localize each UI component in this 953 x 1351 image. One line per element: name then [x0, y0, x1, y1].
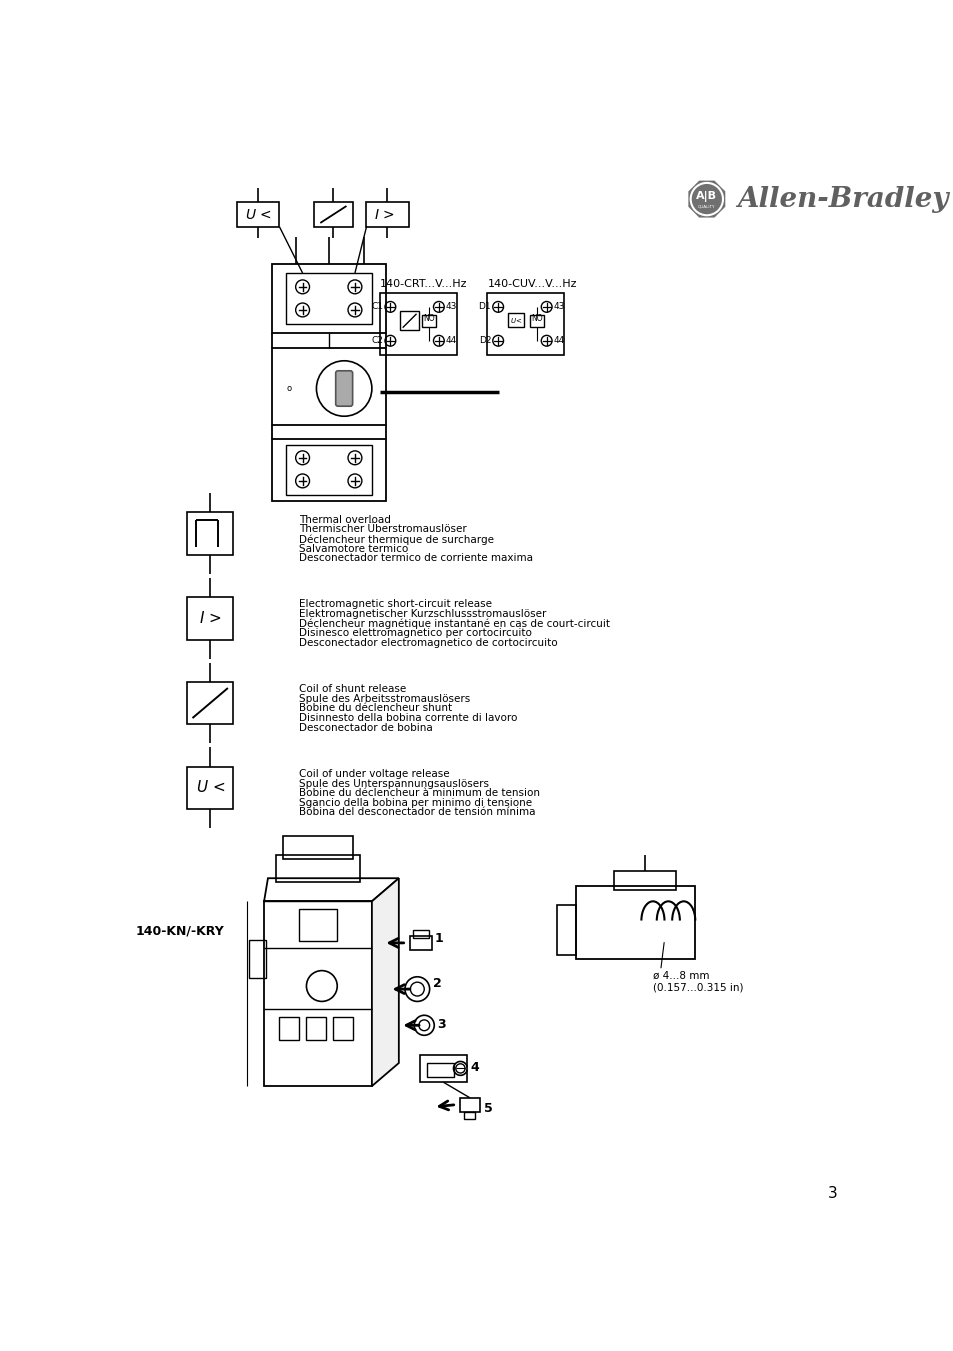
- Text: Coil of shunt release: Coil of shunt release: [298, 684, 406, 694]
- Bar: [272, 349, 385, 426]
- Text: 43: 43: [553, 303, 564, 311]
- Bar: [283, 836, 353, 859]
- Bar: [187, 512, 233, 555]
- Bar: [410, 936, 432, 950]
- Bar: [187, 766, 233, 809]
- Bar: [421, 315, 436, 327]
- Text: A|B: A|B: [696, 192, 717, 203]
- Text: Sgancio della bobina per minimo di tensione: Sgancio della bobina per minimo di tensi…: [298, 797, 532, 808]
- Bar: [333, 1017, 353, 1040]
- Text: D1: D1: [478, 303, 491, 311]
- Text: Disinnesto della bobina corrente di lavoro: Disinnesto della bobina corrente di lavo…: [298, 713, 517, 723]
- Bar: [508, 313, 523, 327]
- Bar: [298, 909, 336, 942]
- Bar: [187, 597, 233, 639]
- Text: Coil of under voltage release: Coil of under voltage release: [298, 769, 449, 780]
- Bar: [275, 855, 360, 882]
- Text: C1: C1: [371, 303, 383, 311]
- Text: Desconectador de bobina: Desconectador de bobina: [298, 723, 432, 732]
- Bar: [420, 1055, 466, 1082]
- Text: Elektromagnetischer Kurzschlussstromauslöser: Elektromagnetischer Kurzschlussstromausl…: [298, 609, 545, 619]
- Bar: [272, 263, 385, 334]
- Bar: [413, 929, 429, 938]
- Text: D2: D2: [478, 336, 491, 346]
- Text: Spule des Arbeitsstromauslösers: Spule des Arbeitsstromauslösers: [298, 694, 470, 704]
- Text: o: o: [286, 384, 291, 393]
- Bar: [279, 1017, 298, 1040]
- Bar: [285, 273, 372, 324]
- Text: ø 4...8 mm
(0.157...0.315 in): ø 4...8 mm (0.157...0.315 in): [652, 970, 742, 992]
- Text: 140-KN/-KRY: 140-KN/-KRY: [135, 924, 224, 938]
- Text: Bobine du déclencheur shunt: Bobine du déclencheur shunt: [298, 704, 452, 713]
- Bar: [379, 293, 456, 354]
- Text: Thermal overload: Thermal overload: [298, 515, 390, 524]
- Text: 1: 1: [435, 932, 443, 946]
- Text: Disinesco elettromagnetico per cortocircuito: Disinesco elettromagnetico per cortocirc…: [298, 628, 531, 639]
- Text: Salvamotore termico: Salvamotore termico: [298, 543, 408, 554]
- Polygon shape: [372, 878, 398, 1086]
- Text: Thermischer Überstromauslöser: Thermischer Überstromauslöser: [298, 524, 466, 535]
- Bar: [249, 940, 265, 978]
- Bar: [264, 901, 372, 1086]
- Bar: [614, 870, 676, 890]
- Text: 4: 4: [470, 1062, 478, 1074]
- Polygon shape: [688, 181, 724, 218]
- Bar: [306, 1017, 325, 1040]
- Text: $U$<: $U$<: [509, 316, 521, 326]
- Bar: [487, 293, 564, 354]
- Text: QUALITY: QUALITY: [698, 204, 715, 208]
- Bar: [460, 1097, 479, 1112]
- Text: 140-CRT...V...Hz: 140-CRT...V...Hz: [379, 280, 467, 289]
- Text: 3: 3: [436, 1017, 445, 1031]
- Bar: [366, 203, 409, 227]
- Text: $U$ <: $U$ <: [245, 208, 272, 223]
- Text: 5: 5: [483, 1101, 492, 1115]
- Bar: [400, 312, 418, 330]
- Bar: [285, 446, 372, 494]
- Text: Desconectador termico de corriente maxima: Desconectador termico de corriente maxim…: [298, 554, 532, 563]
- Bar: [314, 203, 353, 227]
- Bar: [426, 1063, 453, 1077]
- Bar: [576, 886, 695, 959]
- Bar: [237, 203, 279, 227]
- Text: Bobine du déclencheur à minimum de tension: Bobine du déclencheur à minimum de tensi…: [298, 788, 539, 798]
- Text: 2: 2: [433, 977, 441, 990]
- Text: NO: NO: [423, 313, 435, 323]
- Text: NO: NO: [531, 313, 542, 323]
- Text: 140-CUV...V...Hz: 140-CUV...V...Hz: [487, 280, 577, 289]
- FancyBboxPatch shape: [335, 370, 353, 407]
- Text: Déclencheur thermique de surcharge: Déclencheur thermique de surcharge: [298, 534, 494, 544]
- Bar: [272, 439, 385, 501]
- Text: $I$ >: $I$ >: [374, 208, 395, 223]
- Text: $I$ >: $I$ >: [199, 609, 221, 626]
- Bar: [464, 1112, 475, 1119]
- Text: Allen-Bradley: Allen-Bradley: [737, 185, 948, 212]
- Bar: [187, 682, 233, 724]
- Text: 3: 3: [827, 1186, 837, 1201]
- Text: C2: C2: [371, 336, 383, 346]
- Text: Electromagnetic short-circuit release: Electromagnetic short-circuit release: [298, 600, 491, 609]
- Text: 43: 43: [445, 303, 456, 311]
- Text: $U$ <: $U$ <: [195, 780, 225, 796]
- Text: Déclencheur magnétique instantané en cas de court-circuit: Déclencheur magnétique instantané en cas…: [298, 619, 609, 630]
- Text: 44: 44: [553, 336, 564, 346]
- Text: 44: 44: [445, 336, 456, 346]
- Bar: [529, 315, 543, 327]
- Text: Bobina del desconectador de tensión mínima: Bobina del desconectador de tensión míni…: [298, 808, 535, 817]
- Text: Spule des Unterspannungsauslösers: Spule des Unterspannungsauslösers: [298, 778, 488, 789]
- Text: Desconectador electromagnetico de cortocircuito: Desconectador electromagnetico de cortoc…: [298, 638, 557, 648]
